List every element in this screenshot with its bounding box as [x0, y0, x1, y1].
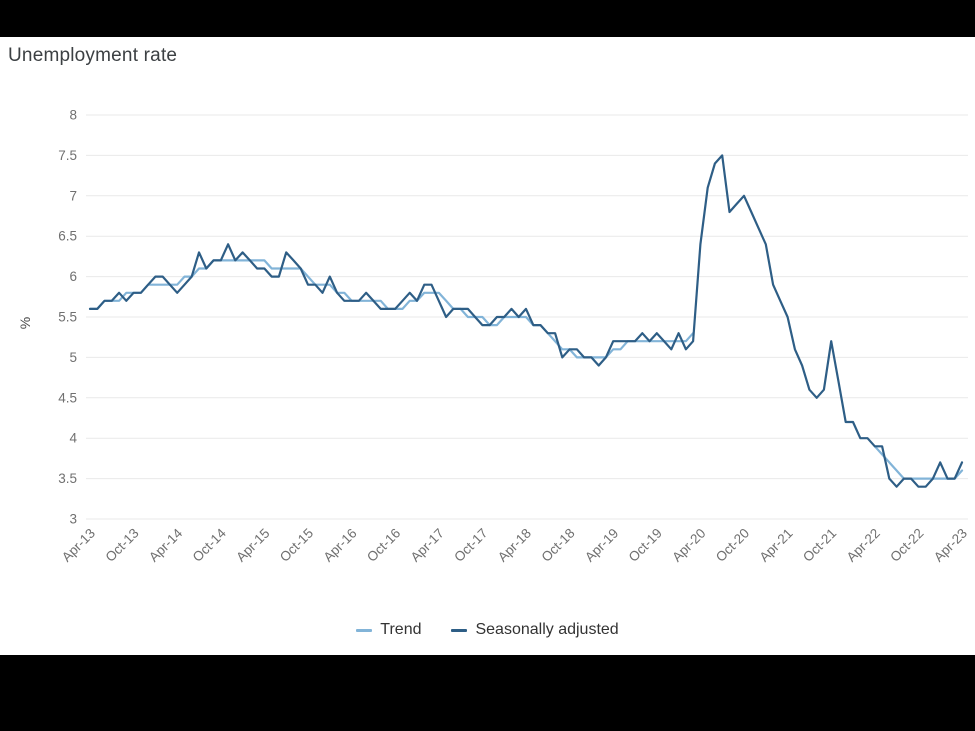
x-tick-label: Apr-19: [582, 526, 621, 565]
bottom-letterbox-bar: [0, 655, 975, 731]
x-tick-label: Oct-22: [887, 526, 926, 565]
x-tick-label: Apr-23: [931, 526, 970, 565]
trend-line-swatch: [356, 628, 373, 632]
legend-item-trend[interactable]: Trend: [356, 621, 421, 639]
y-tick-label: 5: [69, 350, 77, 365]
legend: Trend Seasonally adjusted: [0, 617, 975, 643]
x-tick-label: Oct-18: [538, 526, 577, 565]
y-tick-label: 3: [69, 512, 77, 527]
x-tick-label: Apr-18: [495, 526, 534, 565]
y-tick-label: 3.5: [58, 471, 77, 486]
x-tick-label: Apr-16: [320, 526, 359, 565]
x-tick-label: Apr-21: [756, 526, 795, 565]
y-tick-label: 8: [69, 108, 77, 123]
seasonally-adjusted-line: [88, 154, 964, 488]
legend-item-seasonally-adjusted[interactable]: Seasonally adjusted: [451, 621, 619, 639]
x-tick-label: Oct-15: [277, 526, 316, 565]
top-letterbox-bar: [0, 0, 975, 37]
y-tick-label: 5.5: [58, 310, 77, 325]
y-axis-label: %: [17, 317, 33, 329]
legend-label-trend: Trend: [380, 621, 422, 638]
y-tick-label: 4: [69, 431, 77, 446]
x-tick-label: Oct-16: [364, 526, 403, 565]
legend-label-seasonally-adjusted: Seasonally adjusted: [475, 621, 619, 638]
x-tick-label: Oct-14: [190, 525, 230, 565]
x-tick-label: Oct-20: [713, 526, 752, 565]
chart-panel: 8 7.5 7 6.5 6 5.5 5 4.5 4 3.5 3% Apr-13 Oct-13 Apr-14…: [0, 37, 975, 655]
y-tick-label: 7.5: [58, 148, 77, 163]
y-tick-label: 6: [69, 269, 77, 284]
x-tick-label: Oct-21: [800, 526, 839, 565]
chart-title: Unemployment rate: [8, 45, 178, 66]
y-tick-label: 6.5: [58, 229, 77, 244]
x-tick-label: Apr-14: [146, 525, 186, 565]
x-tick-label: Apr-20: [669, 526, 708, 565]
seasonally-adjusted-line-swatch: [451, 628, 468, 632]
x-tick-label: Apr-22: [844, 526, 883, 565]
x-tick-label: Oct-17: [451, 526, 490, 565]
x-tick-label: Oct-13: [102, 526, 141, 565]
y-tick-label: 4.5: [58, 390, 77, 405]
x-tick-label: Apr-13: [59, 526, 98, 565]
y-tick-label: 7: [69, 188, 77, 203]
x-tick-label: Oct-19: [626, 526, 665, 565]
chart-svg: 8 7.5 7 6.5 6 5.5 5 4.5 4 3.5 3% Apr-13 Oct-13 Apr-14…: [17, 108, 970, 565]
x-tick-label: Apr-15: [233, 526, 272, 565]
x-tick-label: Apr-17: [408, 526, 447, 565]
